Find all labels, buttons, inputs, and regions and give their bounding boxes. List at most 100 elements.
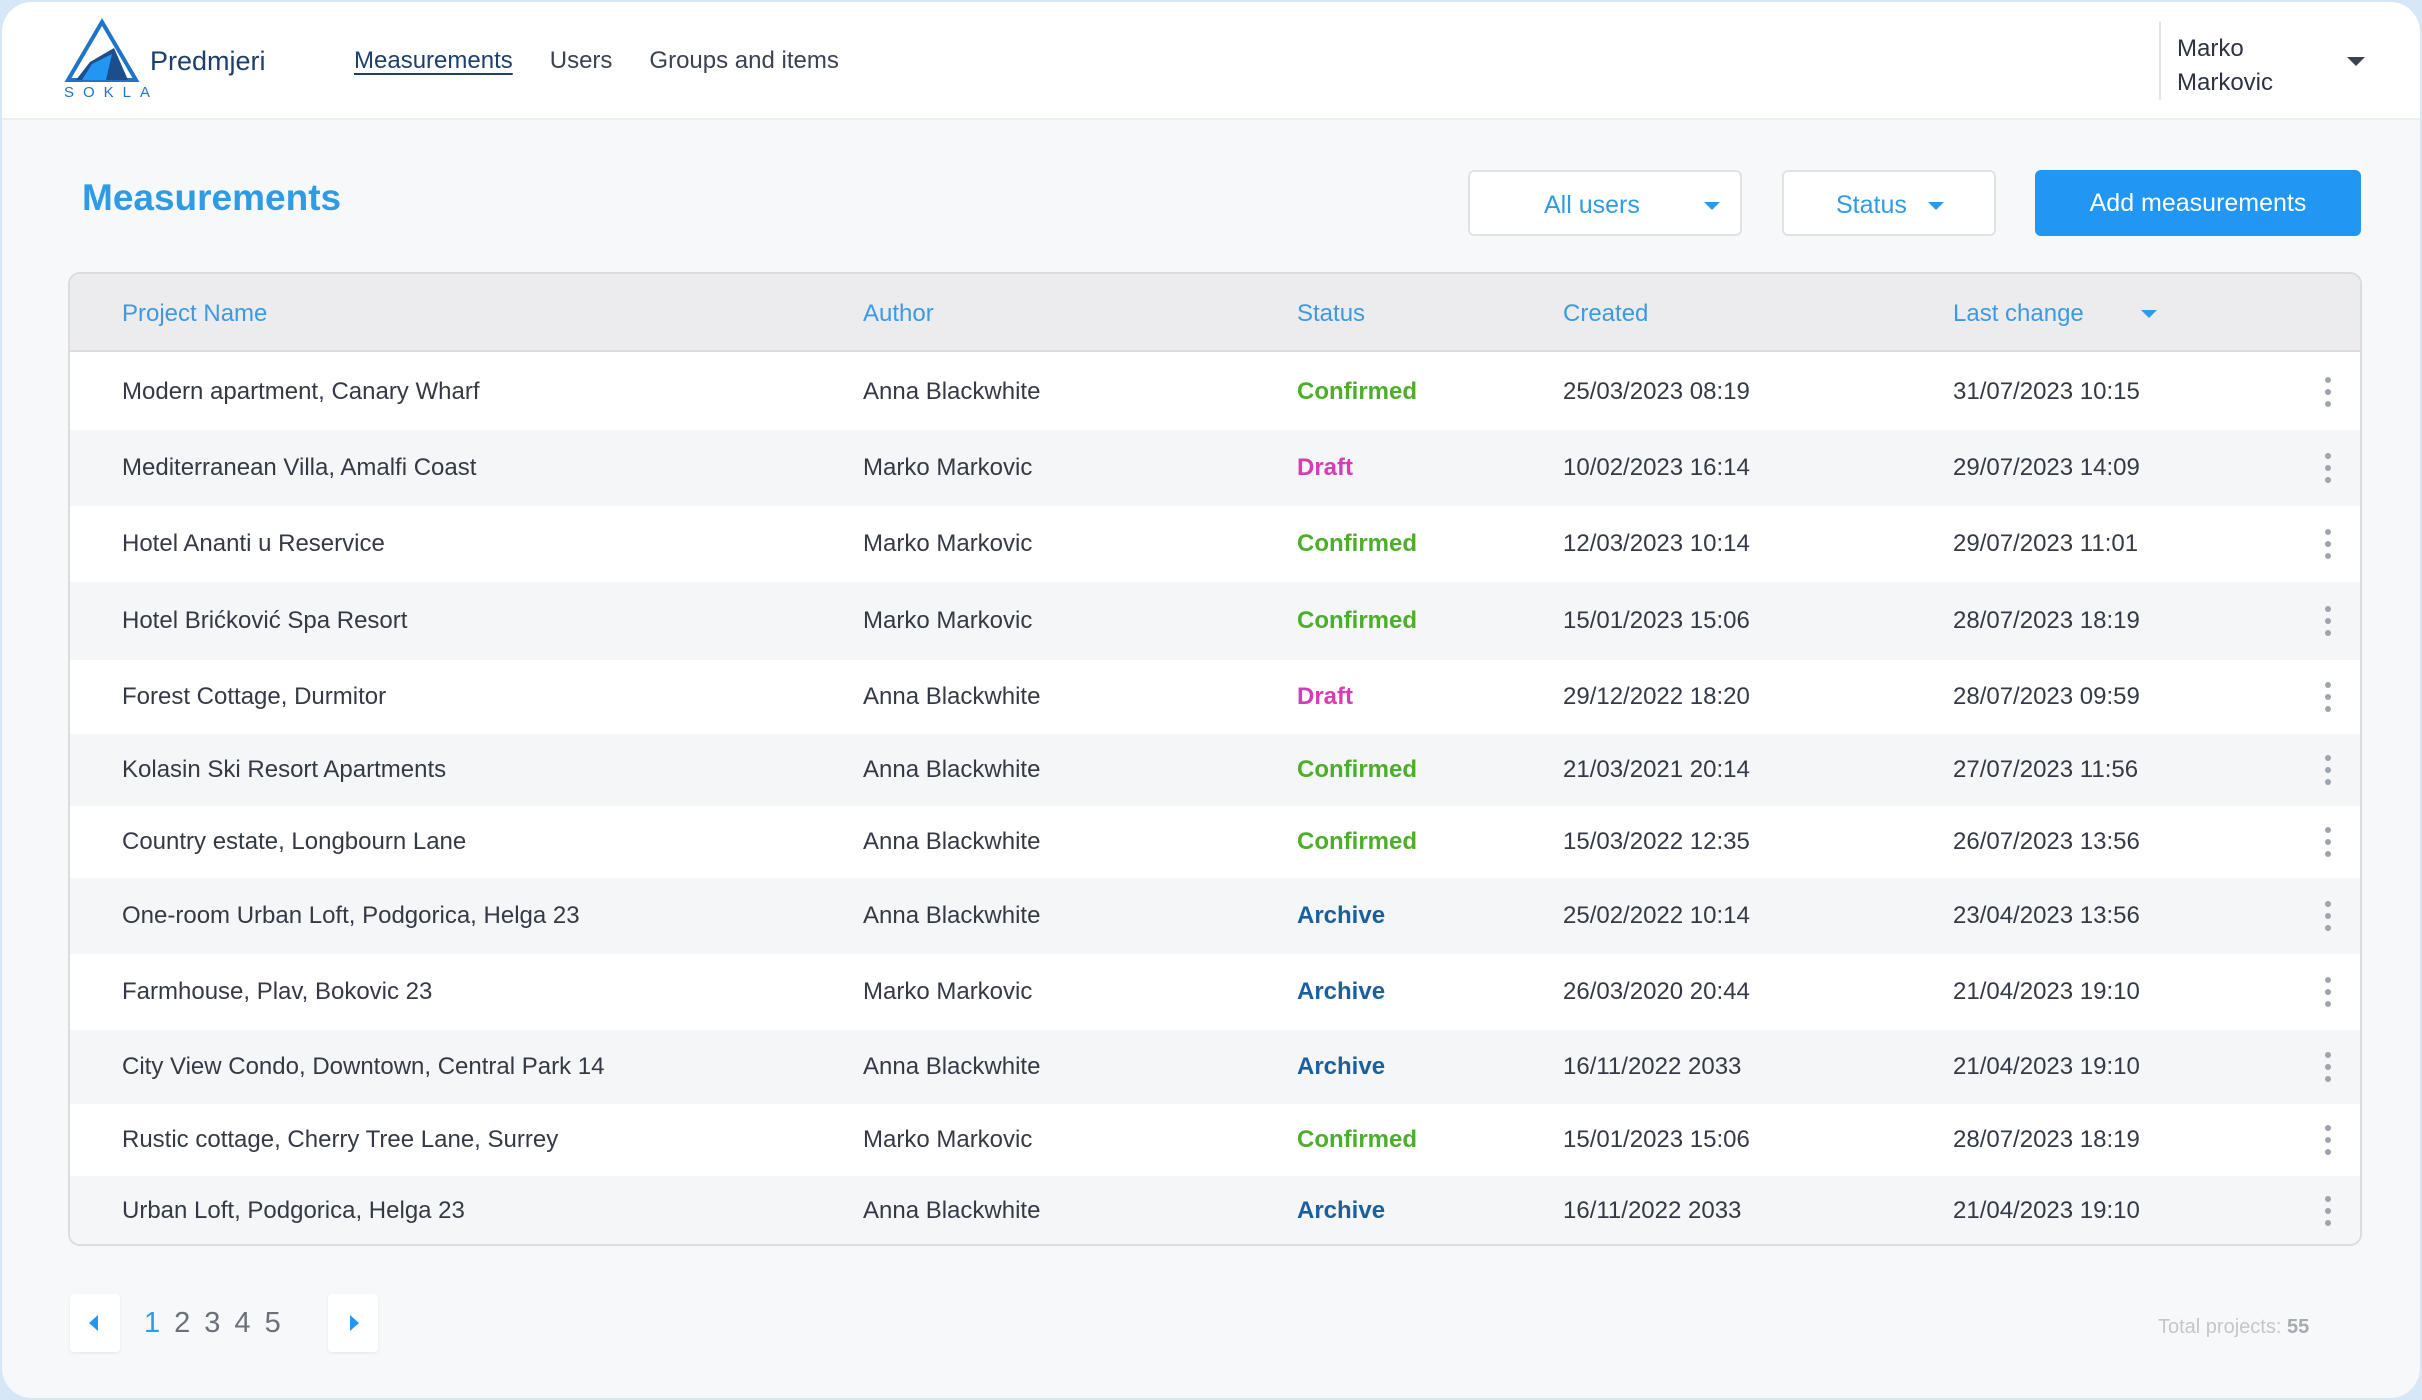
status-cell: Draft <box>1297 683 1354 710</box>
page-number[interactable]: 2 <box>174 1307 191 1339</box>
more-options-icon[interactable] <box>2320 1047 2336 1087</box>
author-cell: Anna Blackwhite <box>863 1053 1041 1080</box>
more-options-icon[interactable] <box>2320 677 2336 717</box>
table-row[interactable]: Hotel Brićković Spa Resort Marko Markovic… <box>70 582 2360 660</box>
column-header-project-name[interactable]: Project Name <box>122 300 268 327</box>
user-name: Marko Markovic <box>2177 32 2273 100</box>
created-cell: 15/01/2023 15:06 <box>1563 607 1750 634</box>
created-cell: 21/03/2021 20:14 <box>1563 756 1750 783</box>
last-change-cell: 28/07/2023 18:19 <box>1953 1126 2140 1153</box>
last-change-cell: 29/07/2023 14:09 <box>1953 454 2140 481</box>
created-cell: 16/11/2022 2033 <box>1563 1053 1742 1080</box>
status-cell: Confirmed <box>1297 378 1417 405</box>
user-menu[interactable]: Marko Markovic <box>2159 22 2379 100</box>
last-change-cell: 21/04/2023 19:10 <box>1953 1197 2140 1224</box>
page-number[interactable]: 1 <box>144 1307 161 1339</box>
project-name-cell: Forest Cottage, Durmitor <box>122 683 387 710</box>
column-header-author[interactable]: Author <box>863 300 934 327</box>
table-row[interactable]: Modern apartment, Canary Wharf Anna Black… <box>70 354 2360 430</box>
created-cell: 26/03/2020 20:44 <box>1563 978 1750 1005</box>
status-cell: Confirmed <box>1297 607 1417 634</box>
table-row[interactable]: Urban Loft, Podgorica, Helga 23 Anna Blac… <box>70 1176 2360 1244</box>
page-number[interactable]: 5 <box>264 1307 281 1339</box>
total-projects-count: 55 <box>2286 1316 2310 1338</box>
column-header-last-change[interactable]: Last change <box>1953 300 2084 327</box>
sort-desc-icon[interactable] <box>2141 310 2157 318</box>
author-cell: Marko Markovic <box>863 1126 1033 1153</box>
created-cell: 12/03/2023 10:14 <box>1563 530 1750 557</box>
more-options-icon[interactable] <box>2320 822 2336 862</box>
more-options-icon[interactable] <box>2320 972 2336 1012</box>
nav-users[interactable]: Users <box>549 47 613 74</box>
table-row[interactable]: City View Condo, Downtown, Central Park … <box>70 1030 2360 1104</box>
users-filter-label: All users <box>1544 191 1640 219</box>
next-page-button[interactable] <box>328 1294 378 1352</box>
last-change-cell: 31/07/2023 10:15 <box>1953 378 2140 405</box>
last-change-cell: 28/07/2023 09:59 <box>1953 683 2140 710</box>
status-cell: Confirmed <box>1297 828 1417 855</box>
page-number[interactable]: 3 <box>204 1307 221 1339</box>
chevron-down-icon <box>1704 202 1720 210</box>
column-header-created[interactable]: Created <box>1563 300 1649 327</box>
table-row[interactable]: Hotel Ananti u Reservice Marko Markovic Co… <box>70 506 2360 582</box>
page-number[interactable]: 4 <box>234 1307 251 1339</box>
more-options-icon[interactable] <box>2320 448 2336 488</box>
more-options-icon[interactable] <box>2320 601 2336 641</box>
author-cell: Anna Blackwhite <box>863 756 1041 783</box>
created-cell: 25/03/2023 08:19 <box>1563 378 1750 405</box>
status-filter-dropdown[interactable]: Status <box>1782 170 1996 236</box>
add-measurements-button[interactable]: Add measurements <box>2035 170 2361 236</box>
sokla-logo-icon <box>64 18 140 82</box>
top-header: SOKLA Predmjeri Measurements Users Group… <box>2 2 2420 120</box>
users-filter-dropdown[interactable]: All users <box>1468 170 1742 236</box>
last-change-cell: 23/04/2023 13:56 <box>1953 902 2140 929</box>
nav-measurements[interactable]: Measurements <box>354 47 513 74</box>
more-options-icon[interactable] <box>2320 750 2336 790</box>
author-cell: Anna Blackwhite <box>863 902 1041 929</box>
table-row[interactable]: Farmhouse, Plav, Bokovic 23 Marko Markovi… <box>70 954 2360 1030</box>
author-cell: Anna Blackwhite <box>863 1197 1041 1224</box>
chevron-down-icon <box>1928 202 1944 210</box>
project-name-cell: City View Condo, Downtown, Central Park … <box>122 1053 605 1080</box>
status-cell: Confirmed <box>1297 756 1417 783</box>
logo-text: SOKLA <box>64 84 160 101</box>
table-row[interactable]: One-room Urban Loft, Podgorica, Helga 23… <box>70 878 2360 954</box>
created-cell: 16/11/2022 2033 <box>1563 1197 1742 1224</box>
more-options-icon[interactable] <box>2320 372 2336 412</box>
author-cell: Anna Blackwhite <box>863 683 1041 710</box>
chevron-right-icon <box>350 1315 359 1331</box>
status-cell: Archive <box>1297 1197 1386 1224</box>
page-title: Measurements <box>82 177 342 218</box>
last-change-cell: 29/07/2023 11:01 <box>1953 530 2139 557</box>
status-cell: Draft <box>1297 454 1354 481</box>
created-cell: 29/12/2022 18:20 <box>1563 683 1750 710</box>
user-last-name: Markovic <box>2177 69 2274 96</box>
more-options-icon[interactable] <box>2320 896 2336 936</box>
created-cell: 15/03/2022 12:35 <box>1563 828 1750 855</box>
last-change-cell: 26/07/2023 13:56 <box>1953 828 2140 855</box>
table-row[interactable]: Mediterranean Villa, Amalfi Coast Marko M… <box>70 430 2360 506</box>
table-row[interactable]: Forest Cottage, Durmitor Anna Blackwhite D… <box>70 660 2360 734</box>
project-name-cell: Rustic cottage, Cherry Tree Lane, Surrey <box>122 1126 559 1153</box>
table-row[interactable]: Kolasin Ski Resort Apartments Anna Blackw… <box>70 734 2360 806</box>
last-change-cell: 21/04/2023 19:10 <box>1953 978 2140 1005</box>
last-change-cell: 27/07/2023 11:56 <box>1953 756 2139 783</box>
brand-name[interactable]: Predmjeri <box>150 46 266 76</box>
table-row[interactable]: Country estate, Longbourn Lane Anna Black… <box>70 806 2360 878</box>
column-header-status[interactable]: Status <box>1297 300 1366 327</box>
chevron-left-icon <box>89 1315 98 1331</box>
nav-groups-and-items[interactable]: Groups and items <box>649 47 839 74</box>
project-name-cell: Mediterranean Villa, Amalfi Coast <box>122 454 477 481</box>
more-options-icon[interactable] <box>2320 524 2336 564</box>
author-cell: Anna Blackwhite <box>863 828 1041 855</box>
table-row[interactable]: Rustic cottage, Cherry Tree Lane, Surrey… <box>70 1104 2360 1176</box>
status-cell: Confirmed <box>1297 1126 1417 1153</box>
more-options-icon[interactable] <box>2320 1120 2336 1160</box>
more-options-icon[interactable] <box>2320 1191 2336 1231</box>
project-name-cell: Urban Loft, Podgorica, Helga 23 <box>122 1197 465 1224</box>
previous-page-button[interactable] <box>70 1294 120 1352</box>
status-filter-label: Status <box>1836 191 1907 219</box>
measurements-table: Project Name Author Status Created Last … <box>68 272 2362 1246</box>
status-cell: Archive <box>1297 978 1386 1005</box>
